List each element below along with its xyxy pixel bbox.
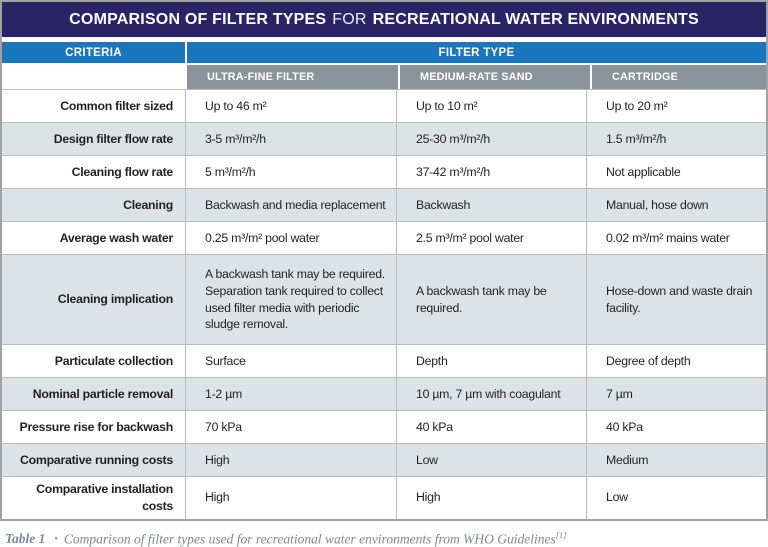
criteria-label: Average wash water [59, 230, 174, 245]
medium-rate-value: A backwash tank may be required. [396, 255, 586, 344]
table-row: Average wash water 0.25 m³/m² pool water… [2, 221, 766, 254]
caption-table-number: Table 1 [5, 531, 46, 547]
medium-rate-value: High [396, 477, 586, 519]
cartridge-value: 0.02 m³/m² mains water [586, 222, 766, 254]
ultra-fine-value: 0.25 m³/m² pool water [185, 222, 396, 254]
column-header-ultra-fine-filter: ULTRA-FINE FILTER [187, 65, 398, 89]
cartridge-value: Up to 20 m² [586, 90, 766, 122]
table-row: Cleaning implication A backwash tank may… [2, 254, 766, 344]
criteria-label: Particulate collection [54, 353, 173, 368]
criteria-label: Design filter flow rate [53, 131, 174, 146]
table-header-row: CRITERIA FILTER TYPE [2, 42, 766, 63]
criteria-column-header: CRITERIA [2, 42, 185, 63]
cartridge-value: Medium [586, 444, 766, 476]
medium-rate-value: 10 µm, 7 µm with coagulant [396, 378, 586, 410]
table-caption: Table 1 • Comparison of filter types used … [5, 530, 768, 547]
cartridge-value: Not applicable [586, 156, 766, 188]
criteria-label: Nominal particle removal [32, 386, 174, 401]
ultra-fine-value: A backwash tank may be required. Separat… [185, 255, 396, 344]
column-header-cartridge: CARTRIDGE [592, 65, 766, 89]
medium-rate-value: 37-42 m³/m²/h [396, 156, 586, 188]
criteria-label: Cleaning flow rate [71, 164, 174, 179]
ultra-fine-value: 70 kPa [185, 411, 396, 443]
medium-rate-value: 40 kPa [396, 411, 586, 443]
table-row: Nominal particle removal 1-2 µm 10 µm, 7… [2, 377, 766, 410]
table-row: Cleaning flow rate 5 m³/m²/h 37-42 m³/m²… [2, 155, 766, 188]
table-row: Design filter flow rate 3-5 m³/m²/h 25-3… [2, 122, 766, 155]
table-row: Cleaning Backwash and media replacement … [2, 188, 766, 221]
criteria-label: Common filter sized [60, 98, 173, 113]
table-row: Particulate collection Surface Depth Deg… [2, 344, 766, 377]
criteria-label: Comparative installation costs [36, 482, 173, 513]
filter-type-column-header: FILTER TYPE [187, 42, 766, 63]
medium-rate-value: 25-30 m³/m²/h [396, 123, 586, 155]
medium-rate-value: 2.5 m³/m² pool water [396, 222, 586, 254]
title-part-bold-2: RECREATIONAL WATER ENVIRONMENTS [372, 10, 699, 28]
table-subheader-row: ULTRA-FINE FILTER MEDIUM-RATE SAND CARTR… [2, 65, 766, 89]
ultra-fine-value: 5 m³/m²/h [185, 156, 396, 188]
table-title-banner: COMPARISON OF FILTER TYPES FOR RECREATIO… [2, 2, 766, 37]
criteria-label: Cleaning implication [57, 292, 174, 307]
caption-bullet: • [54, 534, 58, 546]
cartridge-value: 40 kPa [586, 411, 766, 443]
table-row: Pressure rise for backwash 70 kPa 40 kPa… [2, 410, 766, 443]
ultra-fine-value: Backwash and media replacement [185, 189, 396, 221]
title-part-connector: FOR [332, 10, 367, 28]
caption-reference: [1] [555, 529, 567, 540]
filter-comparison-table: COMPARISON OF FILTER TYPES FOR RECREATIO… [0, 0, 768, 521]
cartridge-value: Hose-down and waste drain facility. [586, 255, 766, 344]
medium-rate-value: Low [396, 444, 586, 476]
ultra-fine-value: 1-2 µm [185, 378, 396, 410]
title-part-bold-1: COMPARISON OF FILTER TYPES [69, 10, 327, 28]
table-row: Common filter sized Up to 46 m² Up to 10… [2, 89, 766, 122]
ultra-fine-value: Surface [185, 345, 396, 377]
cartridge-value: Low [586, 477, 766, 519]
medium-rate-value: Up to 10 m² [396, 90, 586, 122]
ultra-fine-value: High [185, 444, 396, 476]
subheader-empty-cell [2, 65, 185, 89]
criteria-label: Comparative running costs [20, 452, 173, 467]
table-row: Comparative installation costs High High… [2, 476, 766, 519]
cartridge-value: Degree of depth [586, 345, 766, 377]
cartridge-value: Manual, hose down [586, 189, 766, 221]
ultra-fine-value: 3-5 m³/m²/h [185, 123, 396, 155]
medium-rate-value: Depth [396, 345, 586, 377]
cartridge-value: 1.5 m³/m²/h [586, 123, 766, 155]
table-row: Comparative running costs High Low Mediu… [2, 443, 766, 476]
criteria-label: Pressure rise for backwash [19, 419, 174, 434]
caption-text: Comparison of filter types used for recr… [63, 531, 556, 547]
ultra-fine-value: Up to 46 m² [185, 90, 396, 122]
cartridge-value: 7 µm [586, 378, 766, 410]
ultra-fine-value: High [185, 477, 396, 519]
medium-rate-value: Backwash [396, 189, 586, 221]
criteria-label: Cleaning [123, 197, 173, 212]
column-header-medium-rate-sand: MEDIUM-RATE SAND [400, 65, 590, 89]
